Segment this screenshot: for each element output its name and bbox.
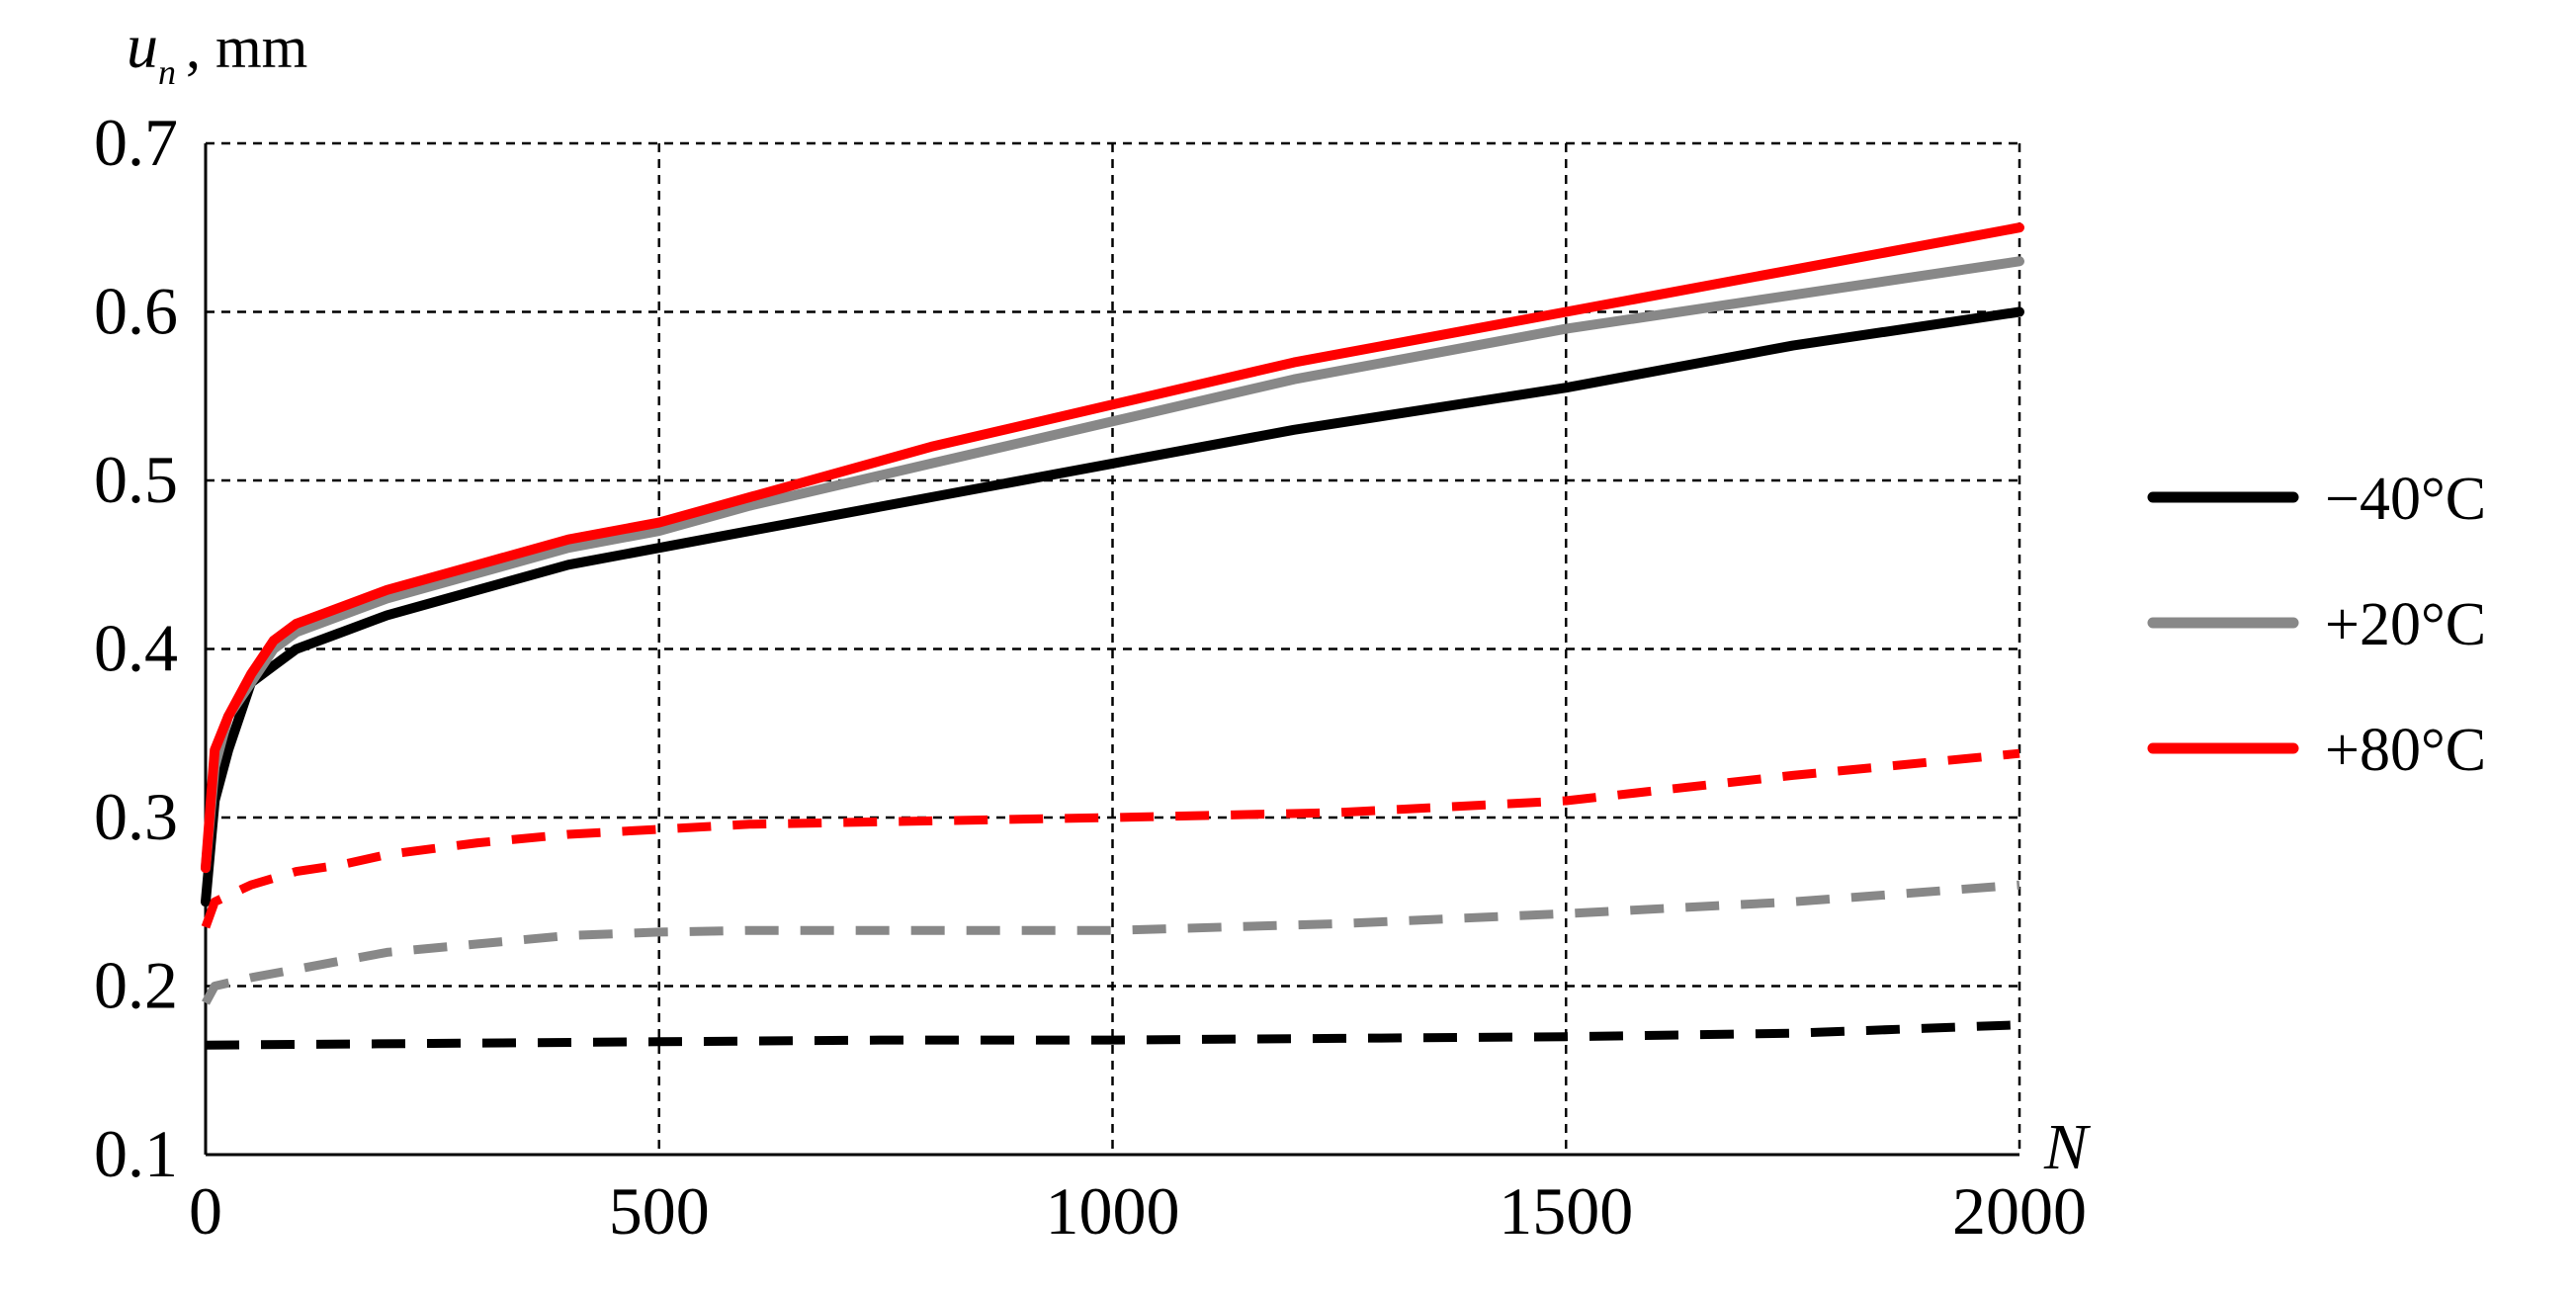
y-tick-label: 0.5 bbox=[94, 442, 178, 517]
legend-label-1: +20°C bbox=[2325, 591, 2486, 658]
series-line-4 bbox=[202, 880, 2020, 1005]
y-axis-title: u n , mm bbox=[127, 11, 307, 92]
legend-label-2: +80°C bbox=[2325, 717, 2486, 784]
y-axis-symbol: u bbox=[127, 11, 158, 81]
series-line-5 bbox=[201, 748, 2020, 929]
y-tick-label: 0.6 bbox=[94, 274, 178, 349]
x-tick-label: 1500 bbox=[1499, 1173, 1633, 1249]
y-axis-subscript: n bbox=[158, 52, 176, 92]
y-tick-label: 0.7 bbox=[94, 105, 178, 180]
series-line-2 bbox=[201, 222, 2024, 874]
x-tick-label: 500 bbox=[609, 1173, 710, 1249]
y-tick-label: 0.1 bbox=[94, 1116, 178, 1191]
y-tick-label: 0.3 bbox=[94, 779, 178, 854]
x-tick-label: 0 bbox=[189, 1173, 222, 1249]
legend-label-0: −40°C bbox=[2325, 466, 2486, 533]
y-tick-label: 0.2 bbox=[94, 948, 178, 1023]
legend: −40°C +20°C +80°C bbox=[2147, 466, 2486, 784]
x-tick-label: 1000 bbox=[1046, 1173, 1180, 1249]
series bbox=[201, 222, 2024, 1050]
y-tick-label: 0.4 bbox=[94, 611, 178, 686]
axes bbox=[204, 143, 2019, 1157]
y-axis-unit: , mm bbox=[186, 15, 307, 80]
x-tick-label: 2000 bbox=[1952, 1173, 2087, 1249]
x-axis-title: N bbox=[2043, 1111, 2092, 1183]
tick-labels: 0 500 1000 1500 2000 0.1 0.2 0.3 0.4 0.5 0.6 0.7 bbox=[94, 105, 2087, 1249]
grid bbox=[206, 141, 2021, 1155]
series-line-3 bbox=[205, 1020, 2020, 1050]
